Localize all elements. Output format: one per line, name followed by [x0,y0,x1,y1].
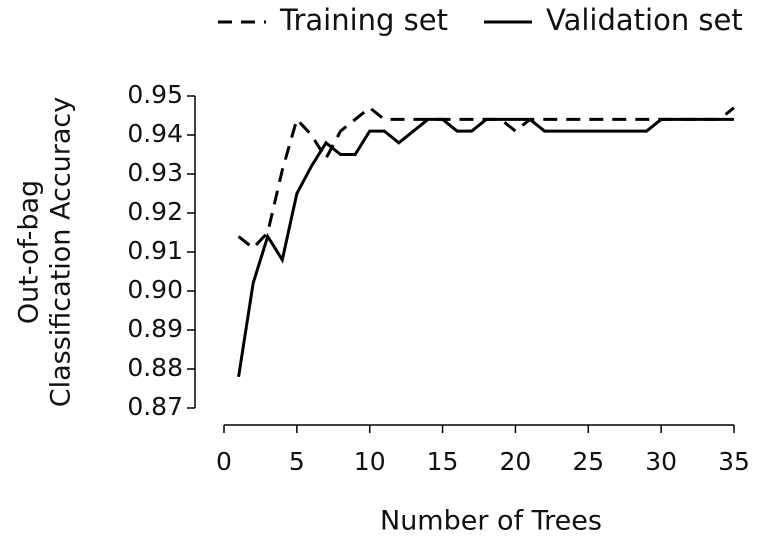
y-tick-label: 0.87 [127,392,183,421]
x-tick-label: 10 [354,447,386,476]
y-tick-label: 0.93 [127,158,183,187]
line-series [237,117,734,378]
x-tick-label: 20 [500,447,532,476]
y-axis-label: Classification Accuracy [46,97,77,408]
x-tick-label: 25 [572,447,604,476]
x-tick-label: 15 [427,447,459,476]
y-tick-label: 0.94 [127,119,183,148]
y-tick-label: 0.91 [127,236,183,265]
y-tick-label: 0.92 [127,197,183,226]
x-axis-label: Number of Trees [380,506,602,537]
y-tick-label: 0.95 [127,80,183,109]
y-axis-label: Out-of-bag [14,180,45,324]
y-tick-label: 0.88 [127,353,183,382]
y-tick-label: 0.90 [127,275,183,304]
legend-label: Training set [279,3,448,37]
x-tick-label: 30 [645,447,677,476]
line-series [237,105,735,251]
y-tick-label: 0.89 [127,314,183,343]
legend-label: Validation set [546,3,743,37]
x-tick-label: 35 [718,447,750,476]
x-tick-label: 0 [216,447,232,476]
x-tick-label: 5 [289,447,305,476]
